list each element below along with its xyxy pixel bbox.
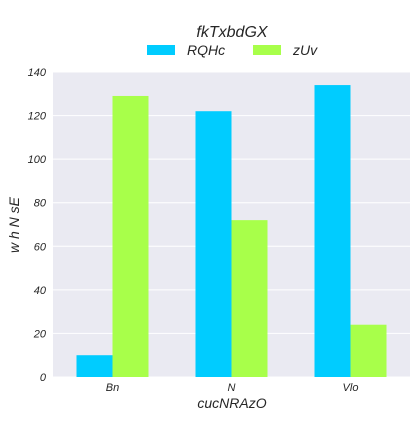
bar-zUv-Vlo — [350, 324, 387, 377]
x-axis-ticks: Bn N Vlo — [106, 382, 359, 394]
y-axis-title: w h N sE — [6, 196, 22, 253]
y-axis-ticks: 0 20 40 60 80 100 120 140 — [28, 67, 47, 384]
bar-zUv-Bn — [112, 95, 149, 377]
bar-RQHc-Bn — [76, 355, 113, 377]
y-tick-label: 100 — [28, 154, 47, 166]
x-axis-title: cucNRAzO — [197, 395, 266, 411]
y-tick-label: 0 — [40, 372, 47, 384]
legend-swatch — [147, 45, 175, 55]
x-tick-label: N — [228, 382, 236, 394]
y-tick-label: 80 — [34, 198, 47, 210]
y-tick-label: 40 — [34, 285, 47, 297]
chart-title: fkTxbdGX — [196, 24, 268, 41]
legend-label: RQHc — [187, 42, 225, 58]
bar-RQHc-Vlo — [314, 85, 351, 378]
bars — [76, 85, 387, 378]
y-tick-label: 60 — [34, 241, 47, 253]
bar-zUv-N — [231, 220, 268, 377]
bar-RQHc-N — [195, 111, 232, 377]
x-tick-label: Bn — [106, 382, 119, 394]
y-tick-label: 20 — [33, 328, 47, 340]
y-tick-label: 140 — [28, 67, 47, 79]
legend-label: zUv — [292, 42, 318, 58]
legend-swatch — [253, 45, 281, 55]
x-tick-label: Vlo — [343, 382, 359, 394]
legend: RQHc zUv — [147, 42, 318, 58]
y-tick-label: 120 — [28, 111, 47, 123]
